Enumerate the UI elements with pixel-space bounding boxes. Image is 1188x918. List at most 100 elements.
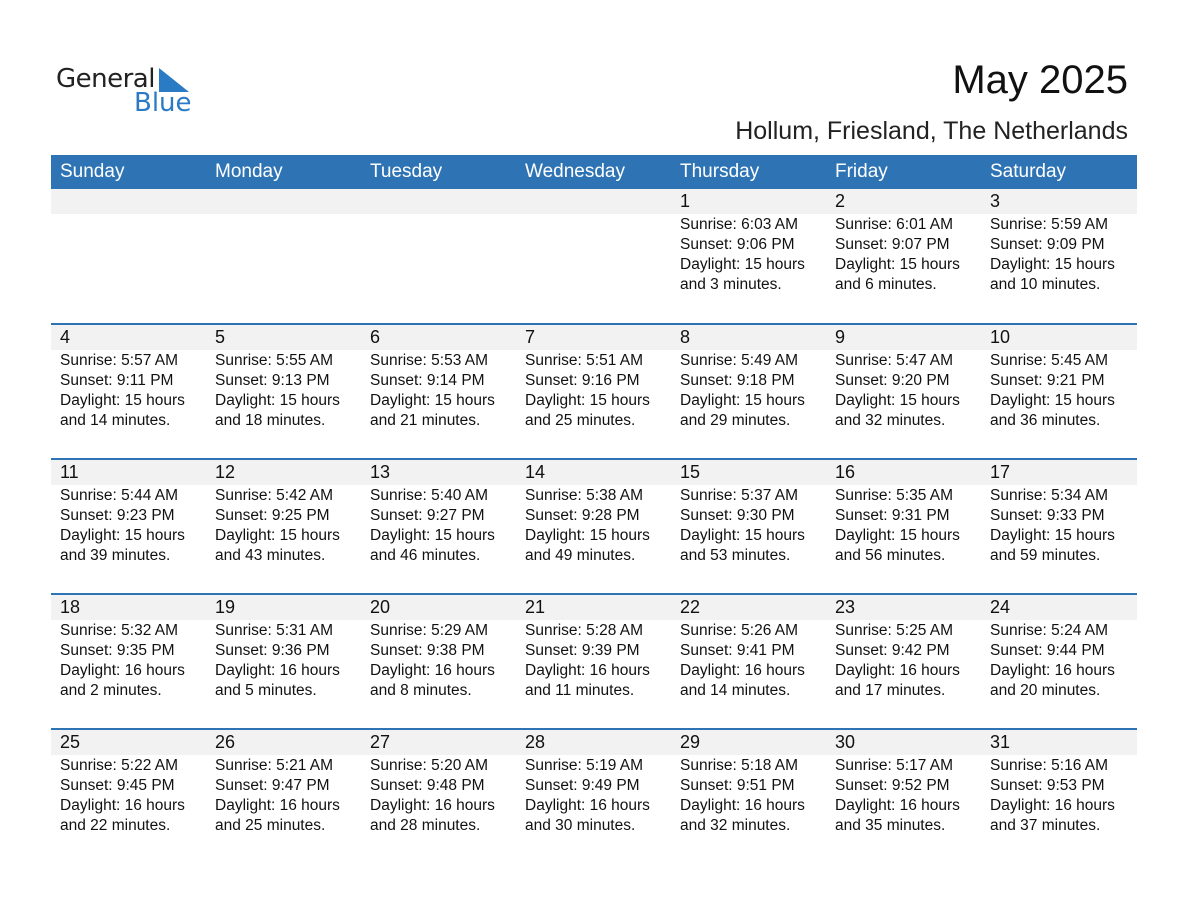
sunset-text: Sunset: 9:39 PM <box>525 642 640 659</box>
date-band <box>51 595 1137 620</box>
minutes-text: and 29 minutes. <box>680 412 791 429</box>
day-cell: 15 Sunrise: 5:37 AM Sunset: 9:30 PM Dayligh… <box>671 460 826 593</box>
day-number: 14 <box>525 462 546 482</box>
minutes-text: and 49 minutes. <box>525 547 636 564</box>
sunset-text: Sunset: 9:14 PM <box>370 372 485 389</box>
weekday-saturday: Saturday <box>990 161 1067 182</box>
sunrise-text: Sunrise: 5:53 AM <box>370 352 489 369</box>
daylight-text: Daylight: 16 hours <box>60 797 185 814</box>
sunset-text: Sunset: 9:28 PM <box>525 507 640 524</box>
sunset-text: Sunset: 9:52 PM <box>835 777 950 794</box>
sunset-text: Sunset: 9:38 PM <box>370 642 485 659</box>
day-number: 26 <box>215 732 236 752</box>
sunset-text: Sunset: 9:07 PM <box>835 236 950 253</box>
sunrise-text: Sunrise: 5:26 AM <box>680 622 799 639</box>
day-cell: 5 Sunrise: 5:55 AM Sunset: 9:13 PM Daylight… <box>206 325 361 458</box>
sunrise-text: Sunrise: 5:34 AM <box>990 487 1109 504</box>
week-row: 18 Sunrise: 5:32 AM Sunset: 9:35 PM Dayligh… <box>51 593 1137 728</box>
sunrise-text: Sunrise: 5:25 AM <box>835 622 954 639</box>
daylight-text: Daylight: 16 hours <box>370 662 495 679</box>
sunrise-text: Sunrise: 5:57 AM <box>60 352 179 369</box>
day-cell: 31 Sunrise: 5:16 AM Sunset: 9:53 PM Dayligh… <box>981 730 1136 863</box>
daylight-text: Daylight: 16 hours <box>680 797 805 814</box>
daylight-text: Daylight: 15 hours <box>835 527 960 544</box>
weekday-tuesday: Tuesday <box>370 161 443 182</box>
minutes-text: and 22 minutes. <box>60 817 171 834</box>
minutes-text: and 37 minutes. <box>990 817 1101 834</box>
daylight-text: Daylight: 15 hours <box>680 392 805 409</box>
sunrise-text: Sunrise: 5:28 AM <box>525 622 644 639</box>
minutes-text: and 32 minutes. <box>835 412 946 429</box>
sunset-text: Sunset: 9:25 PM <box>215 507 330 524</box>
minutes-text: and 25 minutes. <box>525 412 636 429</box>
daylight-text: Daylight: 15 hours <box>60 527 185 544</box>
sunrise-text: Sunrise: 5:16 AM <box>990 757 1109 774</box>
day-cell: 23 Sunrise: 5:25 AM Sunset: 9:42 PM Dayligh… <box>826 595 981 728</box>
day-cell: 22 Sunrise: 5:26 AM Sunset: 9:41 PM Dayligh… <box>671 595 826 728</box>
sunset-text: Sunset: 9:27 PM <box>370 507 485 524</box>
minutes-text: and 56 minutes. <box>835 547 946 564</box>
sunrise-text: Sunrise: 5:51 AM <box>525 352 644 369</box>
daylight-text: Daylight: 16 hours <box>680 662 805 679</box>
daylight-text: Daylight: 16 hours <box>525 797 650 814</box>
day-number: 28 <box>525 732 546 752</box>
daylight-text: Daylight: 16 hours <box>370 797 495 814</box>
minutes-text: and 21 minutes. <box>370 412 481 429</box>
daylight-text: Daylight: 15 hours <box>60 392 185 409</box>
daylight-text: Daylight: 16 hours <box>525 662 650 679</box>
sunset-text: Sunset: 9:23 PM <box>60 507 175 524</box>
date-band <box>51 189 1137 214</box>
daylight-text: Daylight: 16 hours <box>990 662 1115 679</box>
sunrise-text: Sunrise: 5:55 AM <box>215 352 334 369</box>
day-cell: 11 Sunrise: 5:44 AM Sunset: 9:23 PM Dayligh… <box>51 460 206 593</box>
sunrise-text: Sunrise: 5:35 AM <box>835 487 954 504</box>
sunrise-text: Sunrise: 5:49 AM <box>680 352 799 369</box>
sunset-text: Sunset: 9:31 PM <box>835 507 950 524</box>
sunset-text: Sunset: 9:42 PM <box>835 642 950 659</box>
minutes-text: and 11 minutes. <box>525 682 635 699</box>
minutes-text: and 39 minutes. <box>60 547 171 564</box>
day-cell: 2 Sunrise: 6:01 AM Sunset: 9:07 PM Daylight… <box>826 189 981 323</box>
day-cell: 1 Sunrise: 6:03 AM Sunset: 9:06 PM Daylight… <box>671 189 826 323</box>
logo-triangle-icon <box>159 68 189 92</box>
sunrise-text: Sunrise: 5:19 AM <box>525 757 644 774</box>
weekday-wednesday: Wednesday <box>525 161 625 182</box>
daylight-text: Daylight: 16 hours <box>60 662 185 679</box>
daylight-text: Daylight: 15 hours <box>525 392 650 409</box>
day-cell: 21 Sunrise: 5:28 AM Sunset: 9:39 PM Dayligh… <box>516 595 671 728</box>
minutes-text: and 6 minutes. <box>835 276 937 293</box>
day-cell: 14 Sunrise: 5:38 AM Sunset: 9:28 PM Dayligh… <box>516 460 671 593</box>
daylight-text: Daylight: 16 hours <box>835 797 960 814</box>
week-row: 11 Sunrise: 5:44 AM Sunset: 9:23 PM Dayligh… <box>51 458 1137 593</box>
day-number: 6 <box>370 327 381 347</box>
sunrise-text: Sunrise: 5:44 AM <box>60 487 179 504</box>
minutes-text: and 5 minutes. <box>215 682 317 699</box>
minutes-text: and 10 minutes. <box>990 276 1101 293</box>
minutes-text: and 53 minutes. <box>680 547 791 564</box>
day-cell: 6 Sunrise: 5:53 AM Sunset: 9:14 PM Daylight… <box>361 325 516 458</box>
minutes-text: and 18 minutes. <box>215 412 326 429</box>
day-number: 25 <box>60 732 81 752</box>
day-number: 1 <box>680 191 691 211</box>
sunrise-text: Sunrise: 5:17 AM <box>835 757 954 774</box>
minutes-text: and 3 minutes. <box>680 276 782 293</box>
daylight-text: Daylight: 16 hours <box>215 662 340 679</box>
day-number: 19 <box>215 597 236 617</box>
minutes-text: and 28 minutes. <box>370 817 481 834</box>
daylight-text: Daylight: 15 hours <box>835 392 960 409</box>
sunset-text: Sunset: 9:20 PM <box>835 372 950 389</box>
day-number: 18 <box>60 597 81 617</box>
week-row: 25 Sunrise: 5:22 AM Sunset: 9:45 PM Dayligh… <box>51 728 1137 863</box>
day-cell: 20 Sunrise: 5:29 AM Sunset: 9:38 PM Dayligh… <box>361 595 516 728</box>
sunset-text: Sunset: 9:30 PM <box>680 507 795 524</box>
day-number: 29 <box>680 732 701 752</box>
calendar-grid: Sunday Monday Tuesday Wednesday Thursday Frid… <box>51 155 1137 863</box>
day-number: 15 <box>680 462 701 482</box>
weekday-friday: Friday <box>835 161 888 182</box>
minutes-text: and 17 minutes. <box>835 682 946 699</box>
day-number: 5 <box>215 327 226 347</box>
minutes-text: and 35 minutes. <box>835 817 946 834</box>
weekday-sunday: Sunday <box>60 161 125 182</box>
day-number: 2 <box>835 191 846 211</box>
minutes-text: and 14 minutes. <box>680 682 791 699</box>
